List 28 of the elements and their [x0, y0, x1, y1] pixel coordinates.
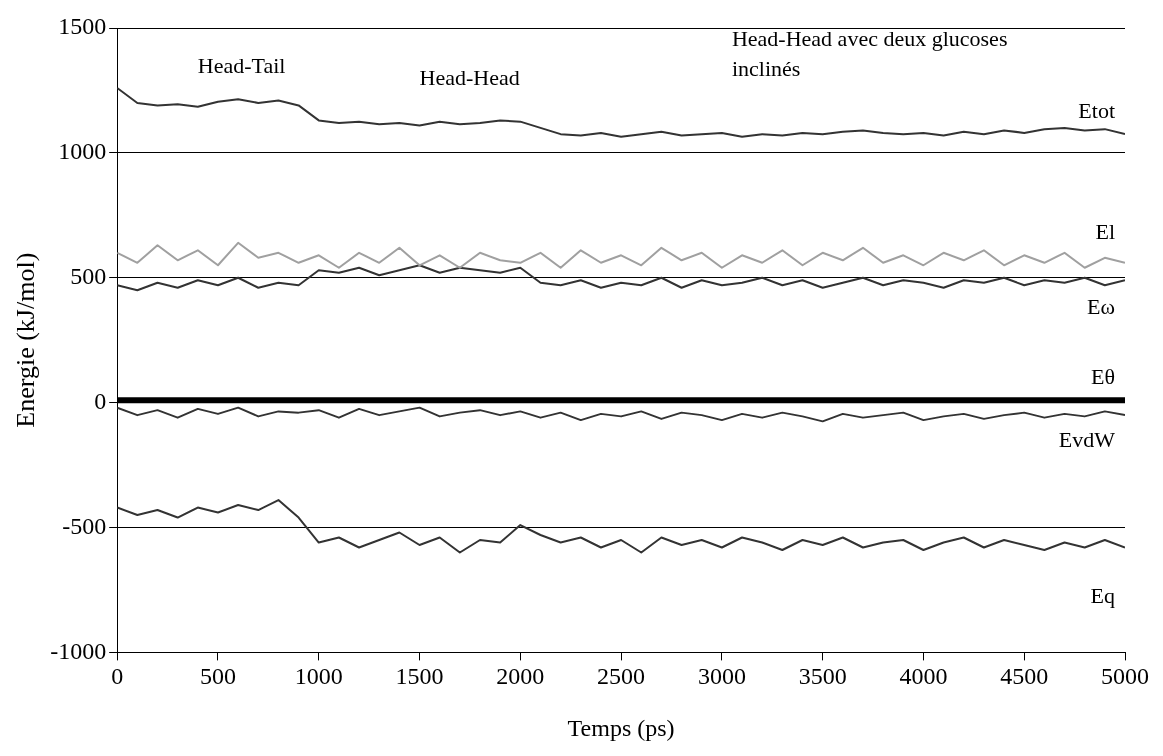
x-tick-label: 4500 [1000, 663, 1049, 690]
series-label: Eθ [1091, 363, 1115, 389]
x-tick-label: 4000 [899, 663, 948, 690]
y-axis-title: Energie (kJ/mol) [11, 252, 41, 428]
x-tick-label: 3000 [697, 663, 746, 690]
annotation: Head-Head avec deux glucoses inclinés [731, 26, 1008, 82]
series-label: El [1095, 218, 1115, 244]
x-tick-label: 0 [111, 663, 124, 690]
y-tick-label: -500 [62, 512, 107, 539]
y-tick-label: 500 [70, 263, 107, 290]
x-tick-label: 500 [199, 663, 236, 690]
x-tick-label: 5000 [1101, 663, 1149, 690]
y-tick-label: 1500 [58, 13, 107, 40]
annotation: Head-Head [419, 65, 520, 91]
x-tick-label: 1500 [395, 663, 444, 690]
x-tick-label: 2500 [597, 663, 646, 690]
y-tick-label: 0 [94, 387, 107, 414]
x-axis-title: Temps (ps) [567, 714, 675, 741]
y-tick-label: 1000 [58, 138, 107, 165]
series-label: EvdW [1058, 426, 1116, 452]
x-tick-label: 2000 [496, 663, 545, 690]
annotation: Head-Tail [197, 52, 286, 78]
series-label: Etot [1078, 97, 1115, 123]
x-tick-label: 1000 [294, 663, 343, 690]
series-label: Eω [1087, 294, 1115, 320]
series-label: Eq [1090, 583, 1115, 609]
y-tick-label: -1000 [50, 637, 107, 664]
x-tick-label: 3500 [798, 663, 847, 690]
